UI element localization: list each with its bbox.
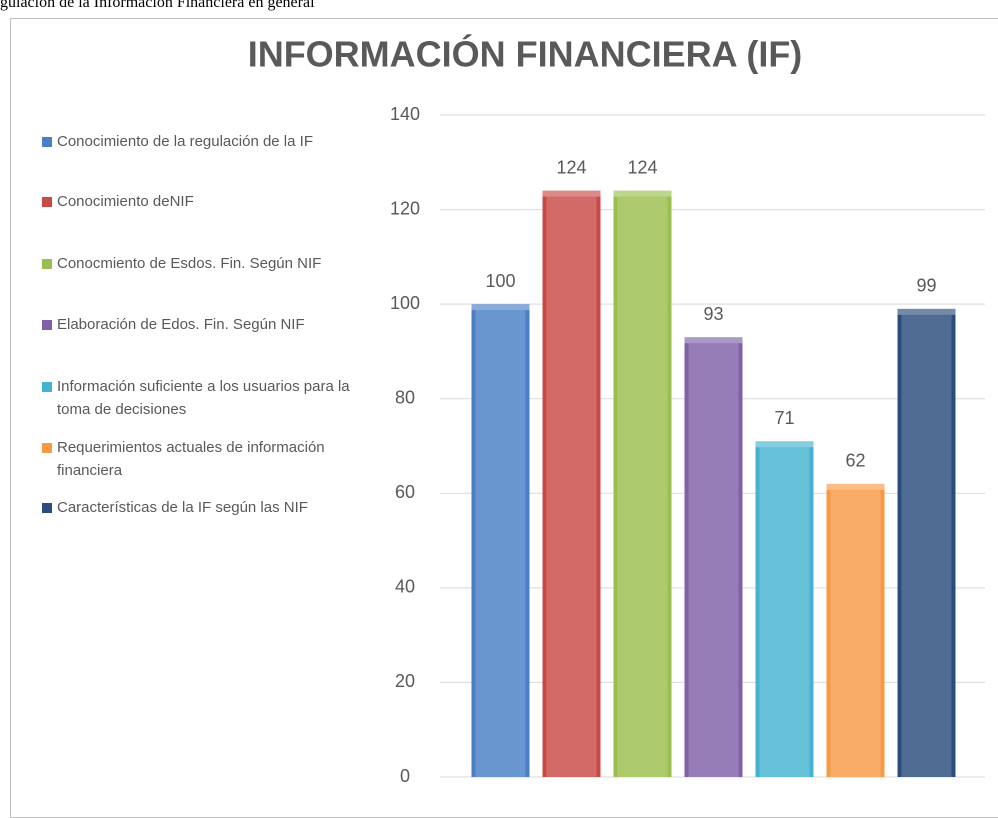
document-text: gulación de la Información Financiera en… [0,0,315,11]
bar-highlight [546,196,597,777]
bar-cap [471,304,530,311]
legend-item: Elaboración de Edos. Fin. Según NIF [42,313,387,336]
bar [471,304,530,777]
legend-label: Características de la IF según las NIF [57,499,308,516]
legend-item: Características de la IF según las NIF [42,496,387,519]
bar [613,190,672,777]
data-label: 124 [627,157,657,177]
bar-highlight [475,310,526,777]
legend-swatch [42,137,52,147]
bar-cap [684,337,743,344]
data-label: 62 [845,451,865,471]
chart: INFORMACIÓN FINANCIERA (IF) 0 20 40 60 80 100… [248,33,985,786]
legend-swatch [42,443,52,453]
legend-swatch [42,320,52,330]
data-label: 71 [774,408,794,428]
legend-label: Requerimientos actuales de información f… [57,439,325,479]
bar-cap [542,190,601,197]
y-tick-label: 120 [390,198,420,218]
bar [897,308,956,777]
legend-swatch [42,197,52,207]
data-label: 100 [485,271,515,291]
bar [755,441,814,777]
legend-label: Elaboración de Edos. Fin. Según NIF [57,316,305,333]
bar [684,337,743,777]
bar [826,483,885,777]
legend-label: Conocimiento de la regulación de la IF [57,133,313,150]
legend-item: Información suficiente a los usuarios pa… [42,375,387,421]
bar-cap [897,308,956,315]
y-tick-label: 20 [395,671,415,691]
bar-cap [613,190,672,197]
bar-highlight [617,196,668,777]
legend-label: Conocimiento deNIF [57,193,194,210]
chart-title: INFORMACIÓN FINANCIERA (IF) [248,33,803,75]
legend-item: Conocimiento de la regulación de la IF [42,130,387,153]
y-tick-label: 60 [395,482,415,502]
legend-item: Conocmiento de Esdos. Fin. Según NIF [42,252,387,275]
y-tick-label: 40 [395,577,415,597]
legend-item: Requerimientos actuales de información f… [42,436,387,482]
y-tick-label: 140 [390,104,420,124]
bar-cap [755,441,814,448]
bar-highlight [901,314,952,777]
y-tick-label: 80 [395,387,415,407]
legend-swatch [42,382,52,392]
legend-swatch [42,259,52,269]
data-label: 99 [916,276,936,296]
bar-highlight [759,447,810,777]
legend-swatch [42,503,52,513]
bar-cap [826,483,885,490]
legend-label: Conocmiento de Esdos. Fin. Según NIF [57,255,322,272]
data-label: 93 [703,304,723,324]
bar [542,190,601,777]
bar-highlight [830,489,881,777]
legend-label: Información suficiente a los usuarios pa… [57,378,350,418]
y-tick-label: 100 [390,293,420,313]
y-tick-label: 0 [400,766,410,786]
legend-item: Conocimiento deNIF [42,190,387,213]
bar-highlight [688,343,739,777]
data-label: 124 [556,157,586,177]
